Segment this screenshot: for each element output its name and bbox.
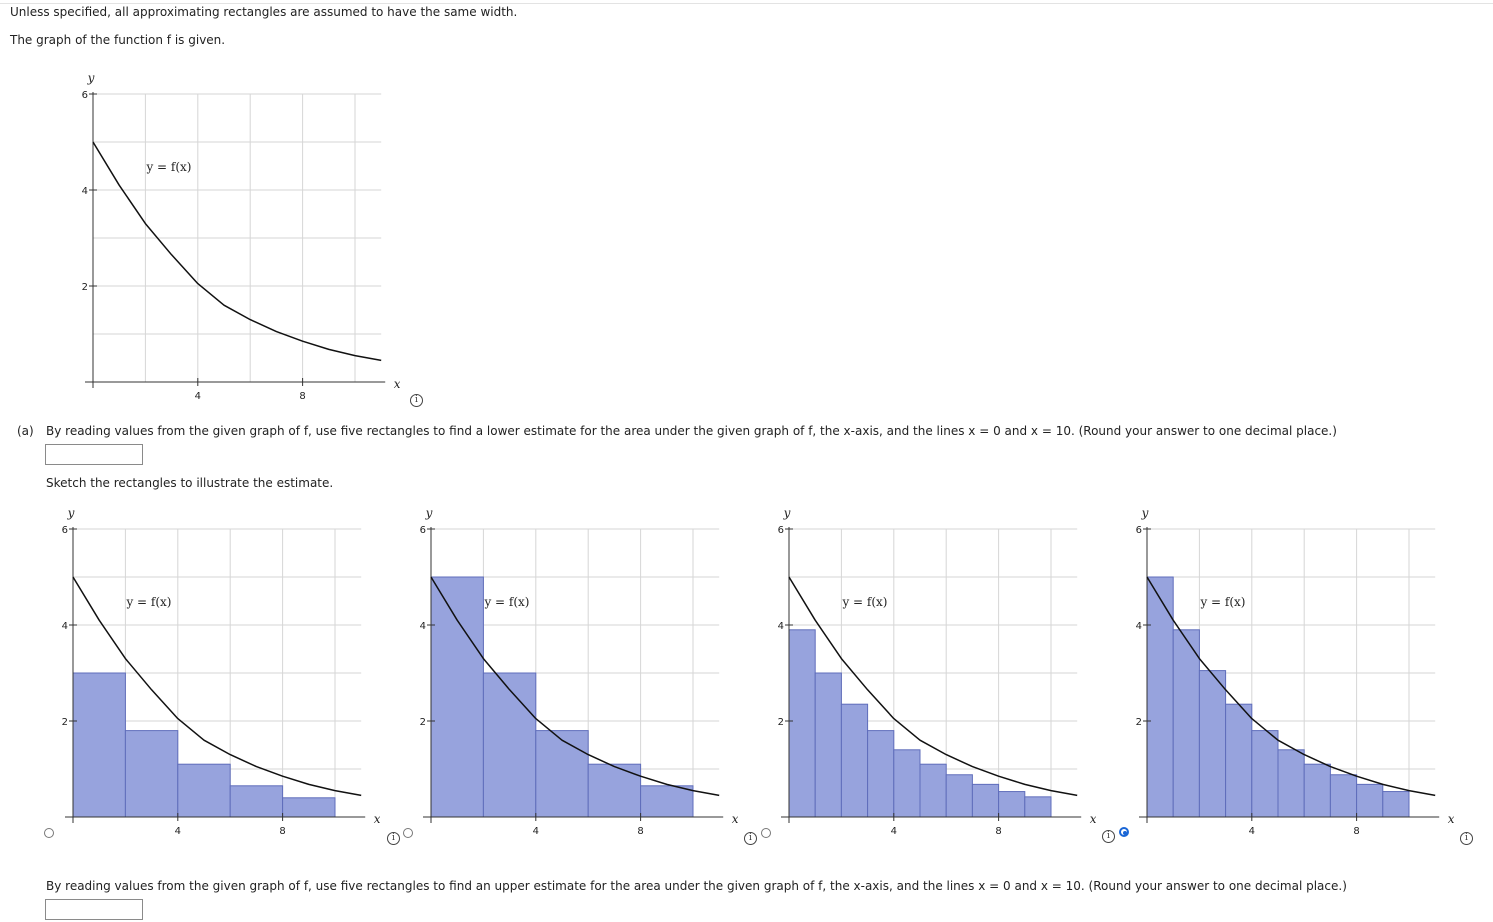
approx-rectangle [893, 749, 921, 818]
approx-rectangle [72, 672, 126, 818]
option-d-radio[interactable] [1119, 827, 1129, 837]
approx-rectangle [1329, 774, 1358, 818]
sketch-prompt: Sketch the rectangles to illustrate the … [46, 476, 334, 490]
info-icon[interactable]: i [410, 394, 423, 407]
approx-rectangle [1198, 670, 1227, 818]
x-tick-label: 4 [891, 826, 897, 837]
approx-rectangle [1024, 796, 1052, 818]
y-tick-label: 6 [62, 525, 68, 536]
function-label: y = f(x) [125, 595, 171, 609]
approx-rectangle [788, 629, 816, 818]
function-curve [1146, 576, 1436, 797]
top-divider [0, 3, 1493, 4]
function-curve [788, 576, 1078, 797]
function-curve [72, 576, 362, 797]
function-label: y = f(x) [841, 595, 887, 609]
approx-rectangle [587, 763, 642, 818]
approx-rectangle [229, 785, 284, 818]
y-tick-label: 4 [62, 621, 68, 632]
y-axis-label: y [1141, 506, 1149, 520]
approx-rectangle [1146, 576, 1174, 818]
upper-estimate-input[interactable] [45, 899, 143, 920]
y-tick-label: 4 [778, 621, 784, 632]
part-b-question: By reading values from the given graph o… [46, 879, 1347, 893]
y-tick-label: 4 [1136, 621, 1142, 632]
function-curve [92, 141, 382, 362]
x-tick-label: 4 [533, 826, 539, 837]
approx-rectangle [640, 785, 694, 818]
approx-rectangle [814, 672, 842, 818]
approx-rectangle [840, 703, 869, 818]
info-icon[interactable]: i [744, 832, 757, 845]
option-a-graph: 2 4 6 4 8 y x y = f(x) [62, 506, 380, 837]
approx-rectangle [867, 730, 895, 818]
x-tick-label: 8 [995, 826, 1001, 837]
y-axis-label: y [87, 71, 95, 85]
approx-rectangle [535, 730, 589, 818]
x-axis-label: x [732, 812, 738, 826]
y-axis-label: y [67, 506, 75, 520]
y-tick-label: 2 [62, 717, 68, 728]
info-icon[interactable]: i [1460, 832, 1473, 845]
approx-rectangle [1172, 629, 1200, 818]
approx-rectangle [945, 774, 973, 818]
part-a-label: (a) [17, 424, 34, 438]
lower-estimate-input[interactable] [45, 444, 143, 465]
x-tick-label: 4 [175, 826, 181, 837]
function-graph: 2 4 6 4 8 y x y = f(x) [82, 71, 400, 402]
approx-rectangle [998, 791, 1026, 818]
y-tick-label: 2 [778, 717, 784, 728]
x-tick-label: 8 [299, 391, 305, 402]
approx-rectangle [482, 672, 537, 818]
option-c-radio[interactable] [761, 828, 771, 838]
function-label: y = f(x) [145, 160, 191, 174]
y-tick-label: 2 [1136, 717, 1142, 728]
y-tick-label: 4 [82, 186, 88, 197]
function-label: y = f(x) [483, 595, 529, 609]
x-tick-label: 4 [195, 391, 201, 402]
y-tick-label: 4 [420, 621, 426, 632]
part-a-question: By reading values from the given graph o… [46, 424, 1337, 438]
y-tick-label: 6 [82, 90, 88, 101]
approx-rectangle [282, 797, 336, 818]
approx-rectangle [430, 576, 484, 818]
approx-rectangle [1277, 749, 1305, 818]
x-axis-label: x [1448, 812, 1454, 826]
x-axis-label: x [1090, 812, 1096, 826]
approx-rectangle [1382, 791, 1410, 818]
option-c-graph: 2 4 6 4 8 y x y = f(x) [778, 506, 1096, 837]
x-axis-label: x [394, 377, 400, 391]
approx-rectangle [1356, 783, 1384, 818]
function-label: y = f(x) [1199, 595, 1245, 609]
y-tick-label: 6 [1136, 525, 1142, 536]
option-b-graph: 2 4 6 4 8 y x y = f(x) [420, 506, 738, 837]
approx-rectangle [971, 783, 1000, 818]
info-icon[interactable]: i [1102, 830, 1115, 843]
x-axis-label: x [374, 812, 380, 826]
x-tick-label: 8 [637, 826, 643, 837]
problem-statement: The graph of the function f is given. [10, 33, 226, 47]
y-tick-label: 6 [420, 525, 426, 536]
approx-rectangle [177, 763, 231, 818]
y-axis-label: y [425, 506, 433, 520]
option-b-radio[interactable] [403, 828, 413, 838]
approx-rectangle [1251, 730, 1279, 818]
info-icon[interactable]: i [387, 832, 400, 845]
instruction-text: Unless specified, all approximating rect… [10, 5, 518, 19]
y-tick-label: 2 [82, 282, 88, 293]
x-tick-label: 4 [1249, 826, 1255, 837]
function-curve [430, 576, 720, 797]
x-tick-label: 8 [1353, 826, 1359, 837]
y-axis-label: y [783, 506, 791, 520]
approx-rectangle [919, 763, 947, 818]
approx-rectangle [1225, 703, 1253, 818]
y-tick-label: 6 [778, 525, 784, 536]
y-tick-label: 2 [420, 717, 426, 728]
approx-rectangle [1303, 763, 1331, 818]
approx-rectangle [124, 730, 179, 818]
x-tick-label: 8 [279, 826, 285, 837]
option-d-graph: 2 4 6 4 8 y x y = f(x) [1136, 506, 1454, 837]
option-a-radio[interactable] [44, 828, 54, 838]
